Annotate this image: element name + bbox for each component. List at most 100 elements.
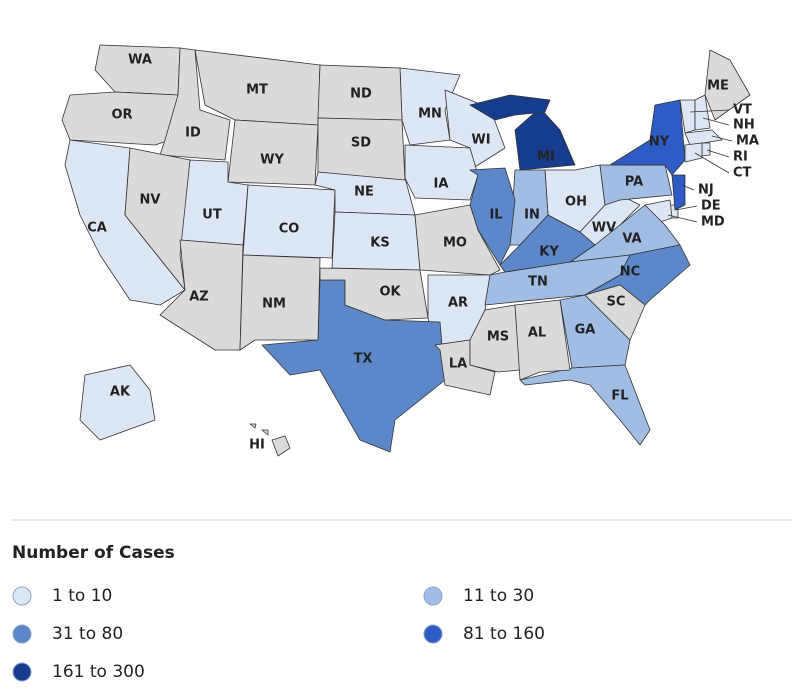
leader-line [711,135,733,142]
legend-swatch [423,624,443,644]
state-shape [79,364,156,441]
state-label: NM [262,297,286,312]
state-label: MS [487,330,509,345]
legend-title: Number of Cases [12,543,175,563]
state-shape [684,142,703,163]
state-label: MT [246,83,268,98]
state-label: MD [701,215,725,230]
legend-label: 1 to 10 [52,586,112,606]
state-label: NE [354,185,374,200]
state-label: LA [449,357,467,372]
state-shape [159,239,244,351]
state-label: NY [649,135,670,150]
leader-line [667,214,698,223]
state-label: CA [87,221,107,236]
legend-swatch [12,586,32,606]
state-label: MA [736,134,759,149]
state-label: MI [537,150,555,165]
state-label: AK [110,385,131,400]
state-shape [499,214,596,273]
state-shape [404,144,479,201]
state-label: TX [354,352,373,367]
state-label: FL [611,389,628,404]
state-label: ID [185,126,201,141]
legend-label: 161 to 300 [52,662,145,682]
state-shape [469,94,551,121]
state-label: VA [622,232,641,247]
state-label: NV [140,193,161,208]
state-label: NJ [698,183,714,198]
state-label: SD [351,136,371,151]
state-label: IL [489,208,502,223]
state-label: OR [111,108,132,123]
state-label: WY [260,153,284,168]
state-label: CT [733,166,752,181]
state-shape [271,435,291,457]
states [61,44,751,457]
state-label: HI [249,438,265,453]
legend-swatch [12,662,32,682]
state-shape [694,94,711,131]
state-shape [319,267,429,321]
state-shape [519,364,651,446]
state-label: WV [592,221,616,236]
state-shape [317,117,406,181]
state-label: DE [701,199,721,214]
leader-line [689,109,730,113]
state-label: NC [620,265,640,280]
state-label: MN [418,107,442,122]
state-label: RI [733,150,748,165]
legend-label: 31 to 80 [52,624,123,644]
legend-label: 11 to 30 [463,586,534,606]
state-shape [261,429,269,436]
leader-line [706,149,730,158]
state-label: ND [350,87,372,102]
state-label: WA [128,53,152,68]
state-shape [242,184,336,259]
leader-line [681,184,695,191]
state-shape [684,129,723,146]
state-label: OH [565,195,587,210]
state-shape [701,142,711,157]
state-shape [239,254,321,351]
state-shape [124,147,191,291]
state-label: MO [443,236,467,251]
state-shape [514,299,571,381]
leader-line [702,117,730,126]
state-label: NH [733,118,755,133]
legend-label: 81 to 160 [463,624,545,644]
state-label: WI [471,133,490,148]
state-label: SC [607,295,626,310]
state-label: AZ [189,290,209,305]
state-label: TN [528,275,548,290]
state-label: IN [524,208,540,223]
state-label: IA [434,177,449,192]
state-shape [704,49,751,121]
state-label: OK [379,285,401,300]
state-label: AR [448,296,468,311]
state-label: UT [202,208,222,223]
legend-swatch [423,586,443,606]
state-shape [584,284,646,341]
state-shape [609,99,686,176]
state-label: CO [279,222,300,237]
state-label: GA [575,323,596,338]
state-label: KS [370,236,389,251]
legend-swatch [12,624,32,644]
leader-line [694,152,730,174]
state-label: KY [539,245,559,260]
state-shape [159,47,231,161]
legend: 1 to 10 11 to 30 31 to 80 81 to 160 161 to 3… [12,586,545,682]
state-shape [414,204,501,276]
state-shape [249,423,257,429]
state-shape [559,294,631,369]
leader-line [675,205,698,211]
state-shape [61,91,179,146]
state-label: VT [733,103,752,118]
state-label: ME [707,79,729,94]
state-shape [671,174,686,211]
state-shape [227,119,319,186]
